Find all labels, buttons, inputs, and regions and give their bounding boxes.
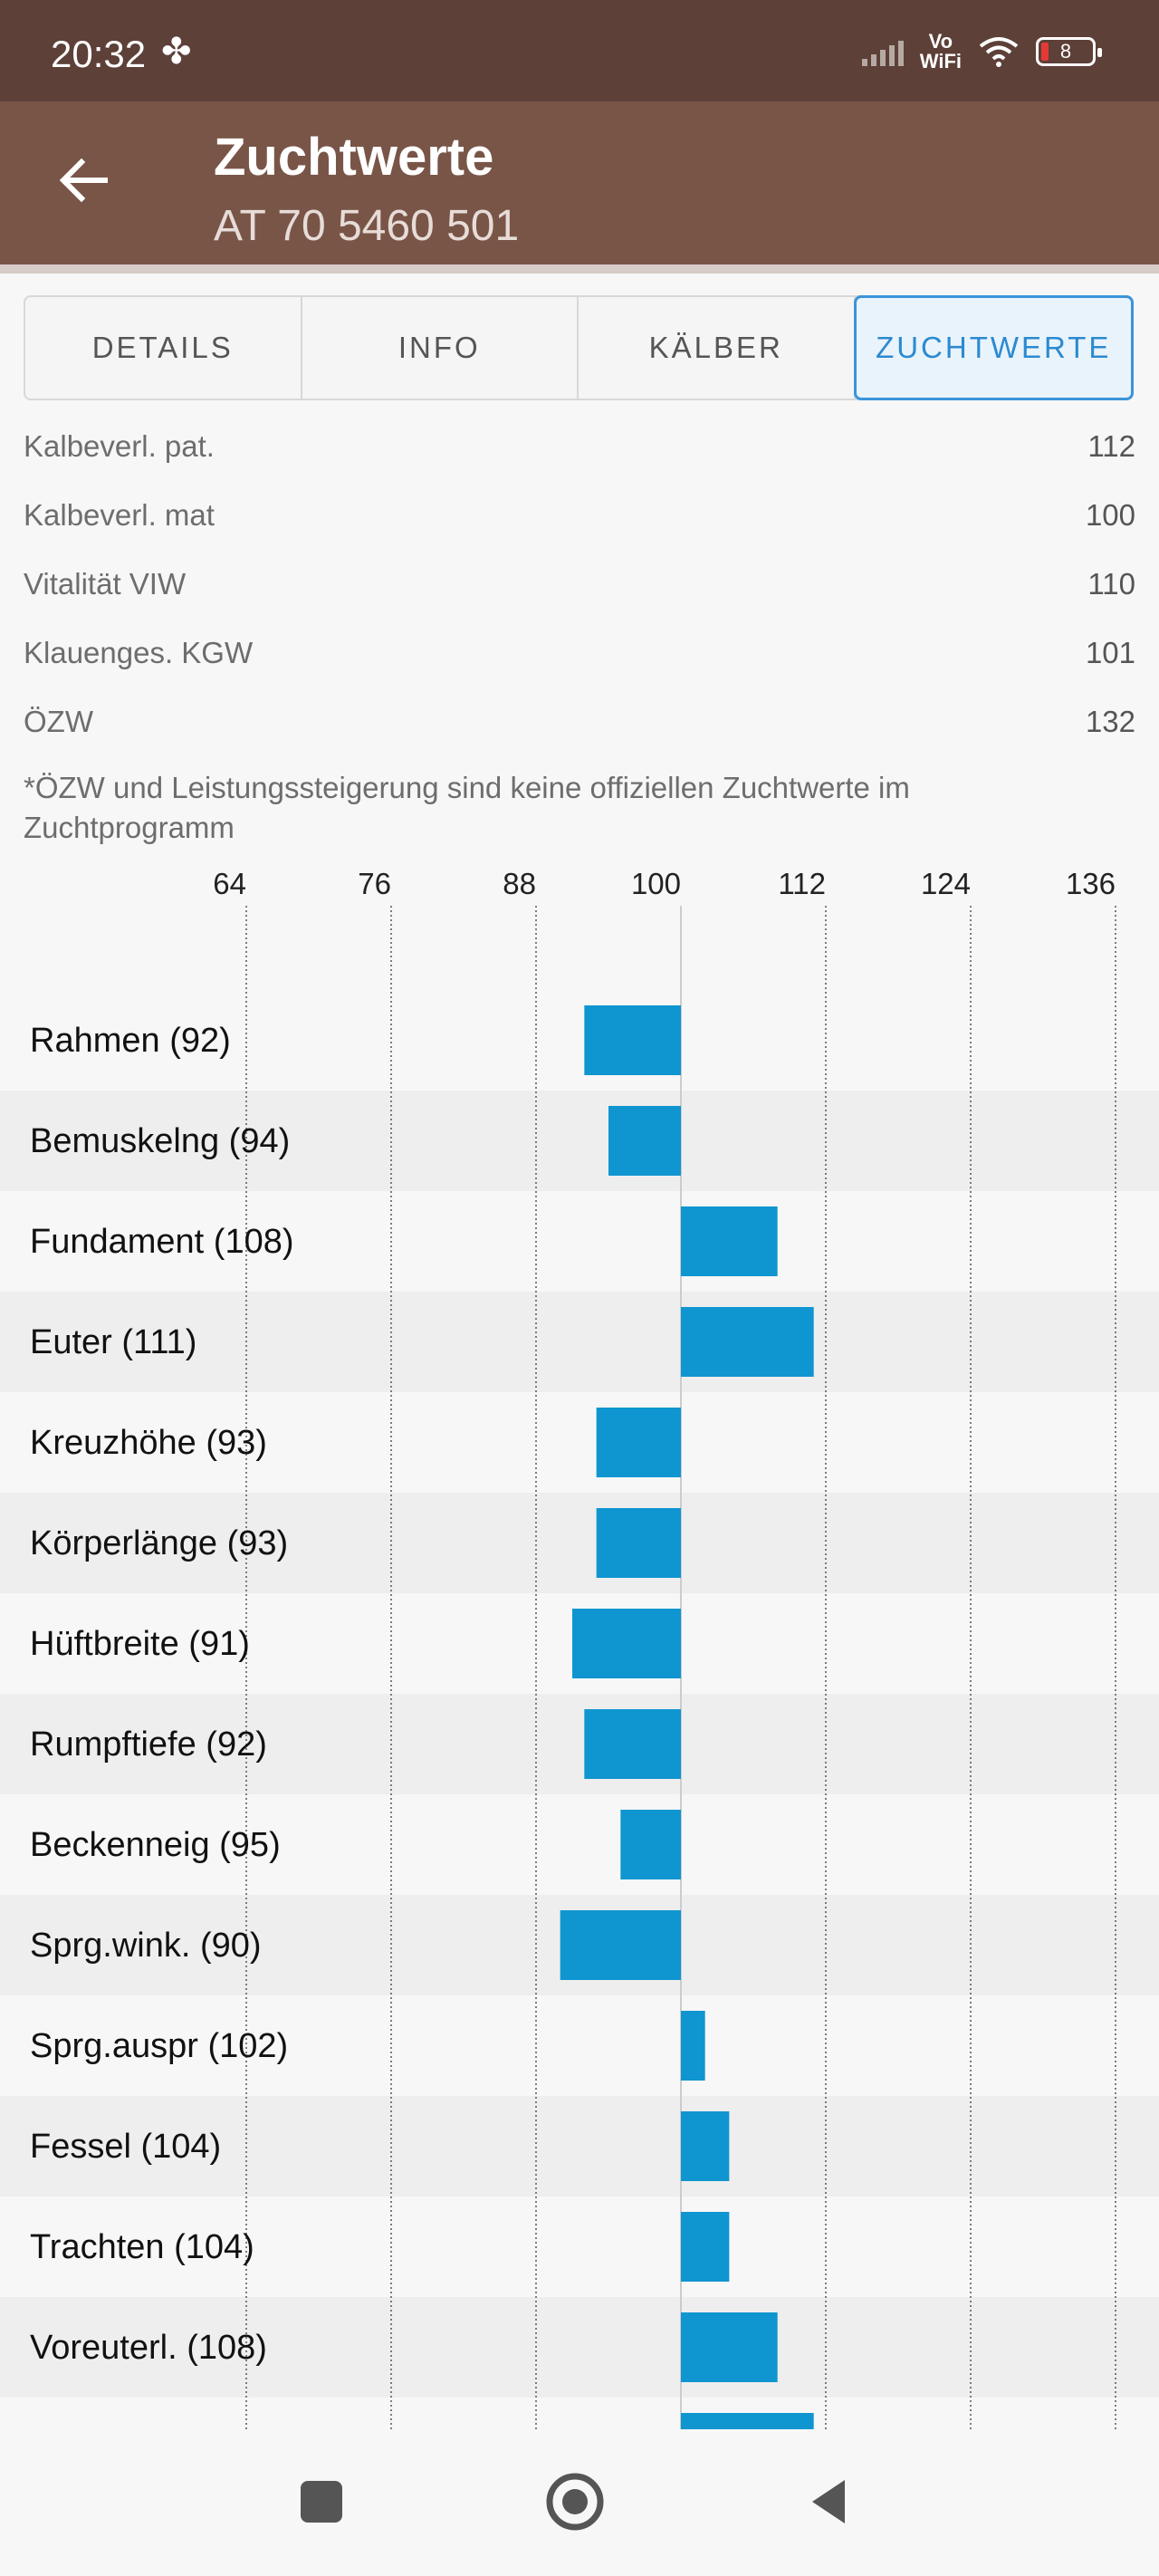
back-triangle-icon bbox=[812, 2480, 845, 2523]
chart-bar bbox=[681, 2413, 814, 2429]
tab-info[interactable]: INFO bbox=[302, 297, 579, 399]
fan-icon: ✤ bbox=[161, 32, 192, 72]
tab-details[interactable]: DETAILS bbox=[25, 297, 302, 399]
chart-bar bbox=[608, 1106, 681, 1176]
chart-tick-label: 124 bbox=[921, 870, 971, 900]
chart-bar bbox=[681, 2212, 730, 2282]
tab-kaelber[interactable]: KÄLBER bbox=[579, 297, 856, 399]
chart-bar bbox=[681, 2111, 730, 2181]
back-arrow-icon[interactable] bbox=[53, 149, 116, 212]
chart-bar bbox=[620, 1810, 681, 1879]
chart-tick-label: 76 bbox=[358, 870, 391, 900]
chart-row-band bbox=[0, 1493, 1159, 1593]
chart-bar bbox=[572, 1609, 681, 1678]
value-row: Klauenges. KGW 101 bbox=[24, 621, 1135, 685]
back-button[interactable] bbox=[792, 2465, 865, 2538]
chart-bar bbox=[681, 2011, 705, 2081]
chart-category-label: Trachten (104) bbox=[30, 2228, 254, 2266]
chart-bar bbox=[681, 2312, 778, 2382]
chart-row-band bbox=[0, 2297, 1159, 2398]
tab-bar: DETAILS INFO KÄLBER ZUCHTWERTE bbox=[24, 295, 1134, 400]
value-row: Kalbeverl. mat 100 bbox=[24, 484, 1135, 547]
chart-category-label: Euter (111) bbox=[30, 1323, 196, 1361]
chart-category-label: Beckenneig (95) bbox=[30, 1826, 281, 1864]
chart-category-label: Bemuskelng (94) bbox=[30, 1122, 290, 1160]
chart-category-label: Körperlänge (93) bbox=[30, 1524, 288, 1562]
chart-bar bbox=[596, 1408, 681, 1477]
chart-bar bbox=[584, 1005, 681, 1075]
home-button[interactable] bbox=[539, 2465, 611, 2538]
chart-category-label: Voreuterl. (108) bbox=[30, 2329, 267, 2367]
vowifi-label: Vo WiFi bbox=[919, 30, 962, 72]
chart-category-label: Kreuzhöhe (93) bbox=[30, 1424, 267, 1462]
status-bar: 20:32 ✤ Vo WiFi 8 bbox=[0, 0, 1159, 101]
chart-bar bbox=[584, 1709, 681, 1779]
chart-row-band bbox=[0, 1091, 1159, 1191]
value-row: Kalbeverl. pat. 112 bbox=[24, 415, 1135, 478]
value-row: ÖZW 132 bbox=[24, 690, 1135, 754]
chart-category-label: Fundament (108) bbox=[30, 1223, 294, 1261]
value-label: Klauenges. KGW bbox=[24, 636, 254, 669]
page-title: Zuchtwerte bbox=[214, 128, 494, 187]
recents-icon bbox=[301, 2481, 342, 2523]
chart-row-band bbox=[0, 1292, 1159, 1392]
tab-zuchtwerte[interactable]: ZUCHTWERTE bbox=[853, 295, 1134, 400]
chart-svg: 64 76 88 100 112 124 136 Rahmen (92) Bemuskelng … bbox=[0, 870, 1159, 2429]
battery-level: 8 bbox=[1059, 40, 1072, 62]
chart-category-label: Rumpftiefe (92) bbox=[30, 1725, 267, 1764]
value-row: Vitalität VIW 110 bbox=[24, 553, 1135, 616]
chart-tick-label: 112 bbox=[778, 870, 826, 900]
value-label: Kalbeverl. mat bbox=[24, 498, 215, 532]
value-number: 112 bbox=[1087, 429, 1135, 463]
chart-tick-label: 64 bbox=[213, 870, 246, 900]
chart-category-label: Hüftbreite (91) bbox=[30, 1625, 250, 1663]
value-label: Kalbeverl. pat. bbox=[24, 429, 215, 463]
wifi-icon bbox=[979, 37, 1019, 67]
chart-category-label: Sprg.auspr (102) bbox=[30, 2027, 288, 2065]
value-number: 110 bbox=[1087, 567, 1135, 601]
chart-bar bbox=[681, 1307, 814, 1377]
chart-bar bbox=[681, 1206, 778, 1276]
home-icon bbox=[546, 2473, 604, 2531]
value-label: ÖZW bbox=[24, 705, 93, 738]
system-nav-bar bbox=[0, 2429, 1159, 2576]
breeding-values-chart: 64 76 88 100 112 124 136 Rahmen (92) Bemuskelng … bbox=[0, 870, 1159, 2429]
page-subtitle: AT 70 5460 501 bbox=[214, 202, 520, 250]
battery-icon: 8 bbox=[1036, 37, 1102, 66]
value-number: 100 bbox=[1085, 498, 1135, 532]
signal-icon bbox=[861, 37, 904, 66]
disclaimer-note: *ÖZW und Leistungssteigerung sind keine … bbox=[24, 771, 910, 844]
app-bar: Zuchtwerte AT 70 5460 501 bbox=[0, 101, 1159, 264]
appbar-divider bbox=[0, 264, 1159, 274]
chart-tick-label: 88 bbox=[503, 870, 536, 900]
value-label: Vitalität VIW bbox=[24, 567, 187, 601]
chart-row-band bbox=[0, 2096, 1159, 2196]
recents-button[interactable] bbox=[285, 2465, 358, 2538]
chart-category-label: Rahmen (92) bbox=[30, 1022, 231, 1060]
chart-bar bbox=[560, 1910, 681, 1980]
chart-row-band bbox=[0, 1694, 1159, 1794]
status-icons: Vo WiFi 8 bbox=[861, 27, 1102, 76]
chart-category-label: Sprg.wink. (90) bbox=[30, 1927, 262, 1965]
chart-category-label: Fessel (104) bbox=[30, 2128, 221, 2166]
status-time: 20:32 bbox=[51, 33, 147, 75]
value-number: 132 bbox=[1085, 705, 1135, 738]
chart-tick-label: 136 bbox=[1066, 870, 1116, 900]
chart-bar bbox=[596, 1508, 681, 1578]
chart-tick-label: 100 bbox=[631, 870, 681, 900]
value-number: 101 bbox=[1085, 636, 1135, 669]
